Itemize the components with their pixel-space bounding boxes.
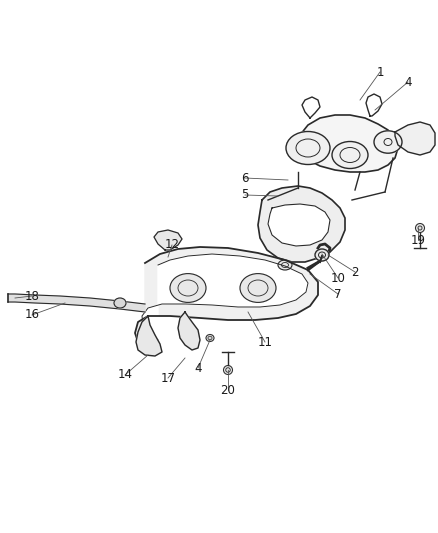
Ellipse shape <box>205 335 213 342</box>
Text: 4: 4 <box>194 361 201 375</box>
Ellipse shape <box>223 366 232 375</box>
Text: 10: 10 <box>330 271 345 285</box>
Polygon shape <box>136 316 162 356</box>
Text: 2: 2 <box>350 265 358 279</box>
Text: 16: 16 <box>25 309 39 321</box>
Polygon shape <box>267 204 329 246</box>
Text: 19: 19 <box>410 233 424 246</box>
Text: 18: 18 <box>25 289 39 303</box>
Ellipse shape <box>170 273 205 302</box>
Ellipse shape <box>114 298 126 308</box>
Ellipse shape <box>277 260 291 270</box>
Polygon shape <box>135 247 317 348</box>
Text: 6: 6 <box>241 172 248 184</box>
Ellipse shape <box>314 249 328 261</box>
Polygon shape <box>258 186 344 262</box>
Text: 5: 5 <box>241 189 248 201</box>
Polygon shape <box>141 254 307 340</box>
Ellipse shape <box>285 132 329 165</box>
Ellipse shape <box>373 131 401 153</box>
Text: 4: 4 <box>403 76 411 88</box>
Text: 14: 14 <box>117 368 132 382</box>
Ellipse shape <box>331 141 367 168</box>
Polygon shape <box>8 294 145 312</box>
Text: 11: 11 <box>257 335 272 349</box>
Text: 7: 7 <box>333 287 341 301</box>
Text: 1: 1 <box>375 66 383 78</box>
Ellipse shape <box>240 273 276 302</box>
Polygon shape <box>394 122 434 155</box>
Polygon shape <box>177 312 200 350</box>
Text: 17: 17 <box>160 372 175 384</box>
Text: 12: 12 <box>164 238 179 252</box>
Ellipse shape <box>414 223 424 232</box>
Text: 20: 20 <box>220 384 235 397</box>
Polygon shape <box>154 230 182 250</box>
Polygon shape <box>297 115 397 172</box>
